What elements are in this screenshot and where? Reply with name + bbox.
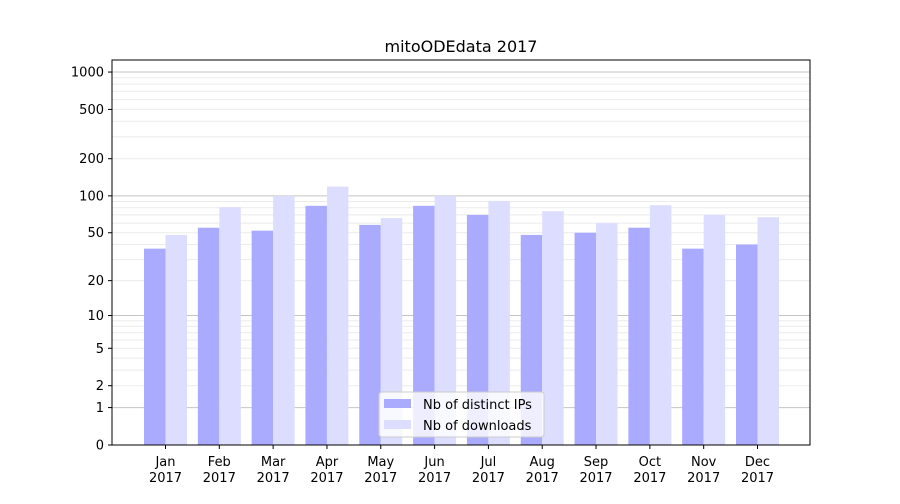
legend-box [378, 391, 545, 438]
bar-distinct-ips [736, 244, 758, 445]
y-tick-label: 200 [79, 152, 104, 167]
x-tick-label: Apr 2017 [310, 455, 343, 486]
bar-downloads [703, 214, 726, 445]
bar-distinct-ips [574, 232, 597, 445]
bar-downloads [326, 186, 349, 445]
legend: Nb of distinct IPs Nb of downloads [378, 391, 545, 438]
bar-distinct-ips [413, 205, 435, 445]
bar-downloads [380, 218, 403, 445]
bar-downloads [434, 195, 457, 445]
y-tick-label: 2 [96, 379, 104, 394]
bar-downloads [219, 207, 241, 445]
bar-distinct-ips [197, 227, 220, 445]
legend-swatch [384, 399, 411, 408]
bar-downloads [757, 217, 779, 445]
bar-distinct-ips [359, 224, 381, 445]
bar-downloads [488, 200, 510, 445]
y-tick-label: 500 [79, 103, 104, 118]
x-tick-label: Nov 2017 [687, 455, 720, 486]
y-tick-label: 20 [87, 274, 104, 289]
bar-downloads [542, 211, 564, 445]
y-tick-label: 10 [87, 309, 104, 324]
x-tick-label: Dec 2017 [741, 455, 774, 486]
chart-title: mitoODEdata 2017 [385, 37, 538, 56]
x-tick-label: Sep 2017 [579, 455, 612, 486]
y-tick-label: 0 [96, 439, 104, 454]
x-tick-label: Feb 2017 [203, 455, 236, 486]
x-tick-label: May 2017 [364, 455, 397, 486]
legend-swatch [384, 420, 411, 429]
x-tick-label: Mar 2017 [257, 455, 290, 486]
bar-distinct-ips [682, 248, 704, 445]
y-tick-label: 100 [79, 189, 104, 204]
bar-distinct-ips [305, 205, 327, 445]
x-tick-label: Oct 2017 [633, 455, 666, 486]
x-tick-label: Jan 2017 [149, 455, 182, 486]
y-tick-label: 50 [87, 226, 104, 241]
bar-distinct-ips [251, 230, 274, 445]
x-tick-label: Jun 2017 [418, 455, 451, 486]
y-tick-label: 1 [96, 401, 104, 416]
x-tick-label: Jul 2017 [472, 455, 505, 486]
axes-frame [111, 59, 811, 446]
bar-distinct-ips [628, 227, 650, 445]
bar-downloads [649, 205, 672, 445]
x-tick-label: Aug 2017 [526, 455, 559, 486]
bar-distinct-ips [144, 248, 166, 445]
legend-label: Nb of downloads [423, 419, 532, 434]
bar-downloads [165, 234, 187, 445]
legend-label: Nb of distinct IPs [423, 398, 532, 413]
bar-downloads [596, 223, 618, 445]
bar-distinct-ips [466, 214, 489, 445]
y-tick-label: 1000 [71, 66, 104, 81]
bar-downloads [273, 195, 295, 445]
y-tick-label: 5 [96, 342, 104, 357]
